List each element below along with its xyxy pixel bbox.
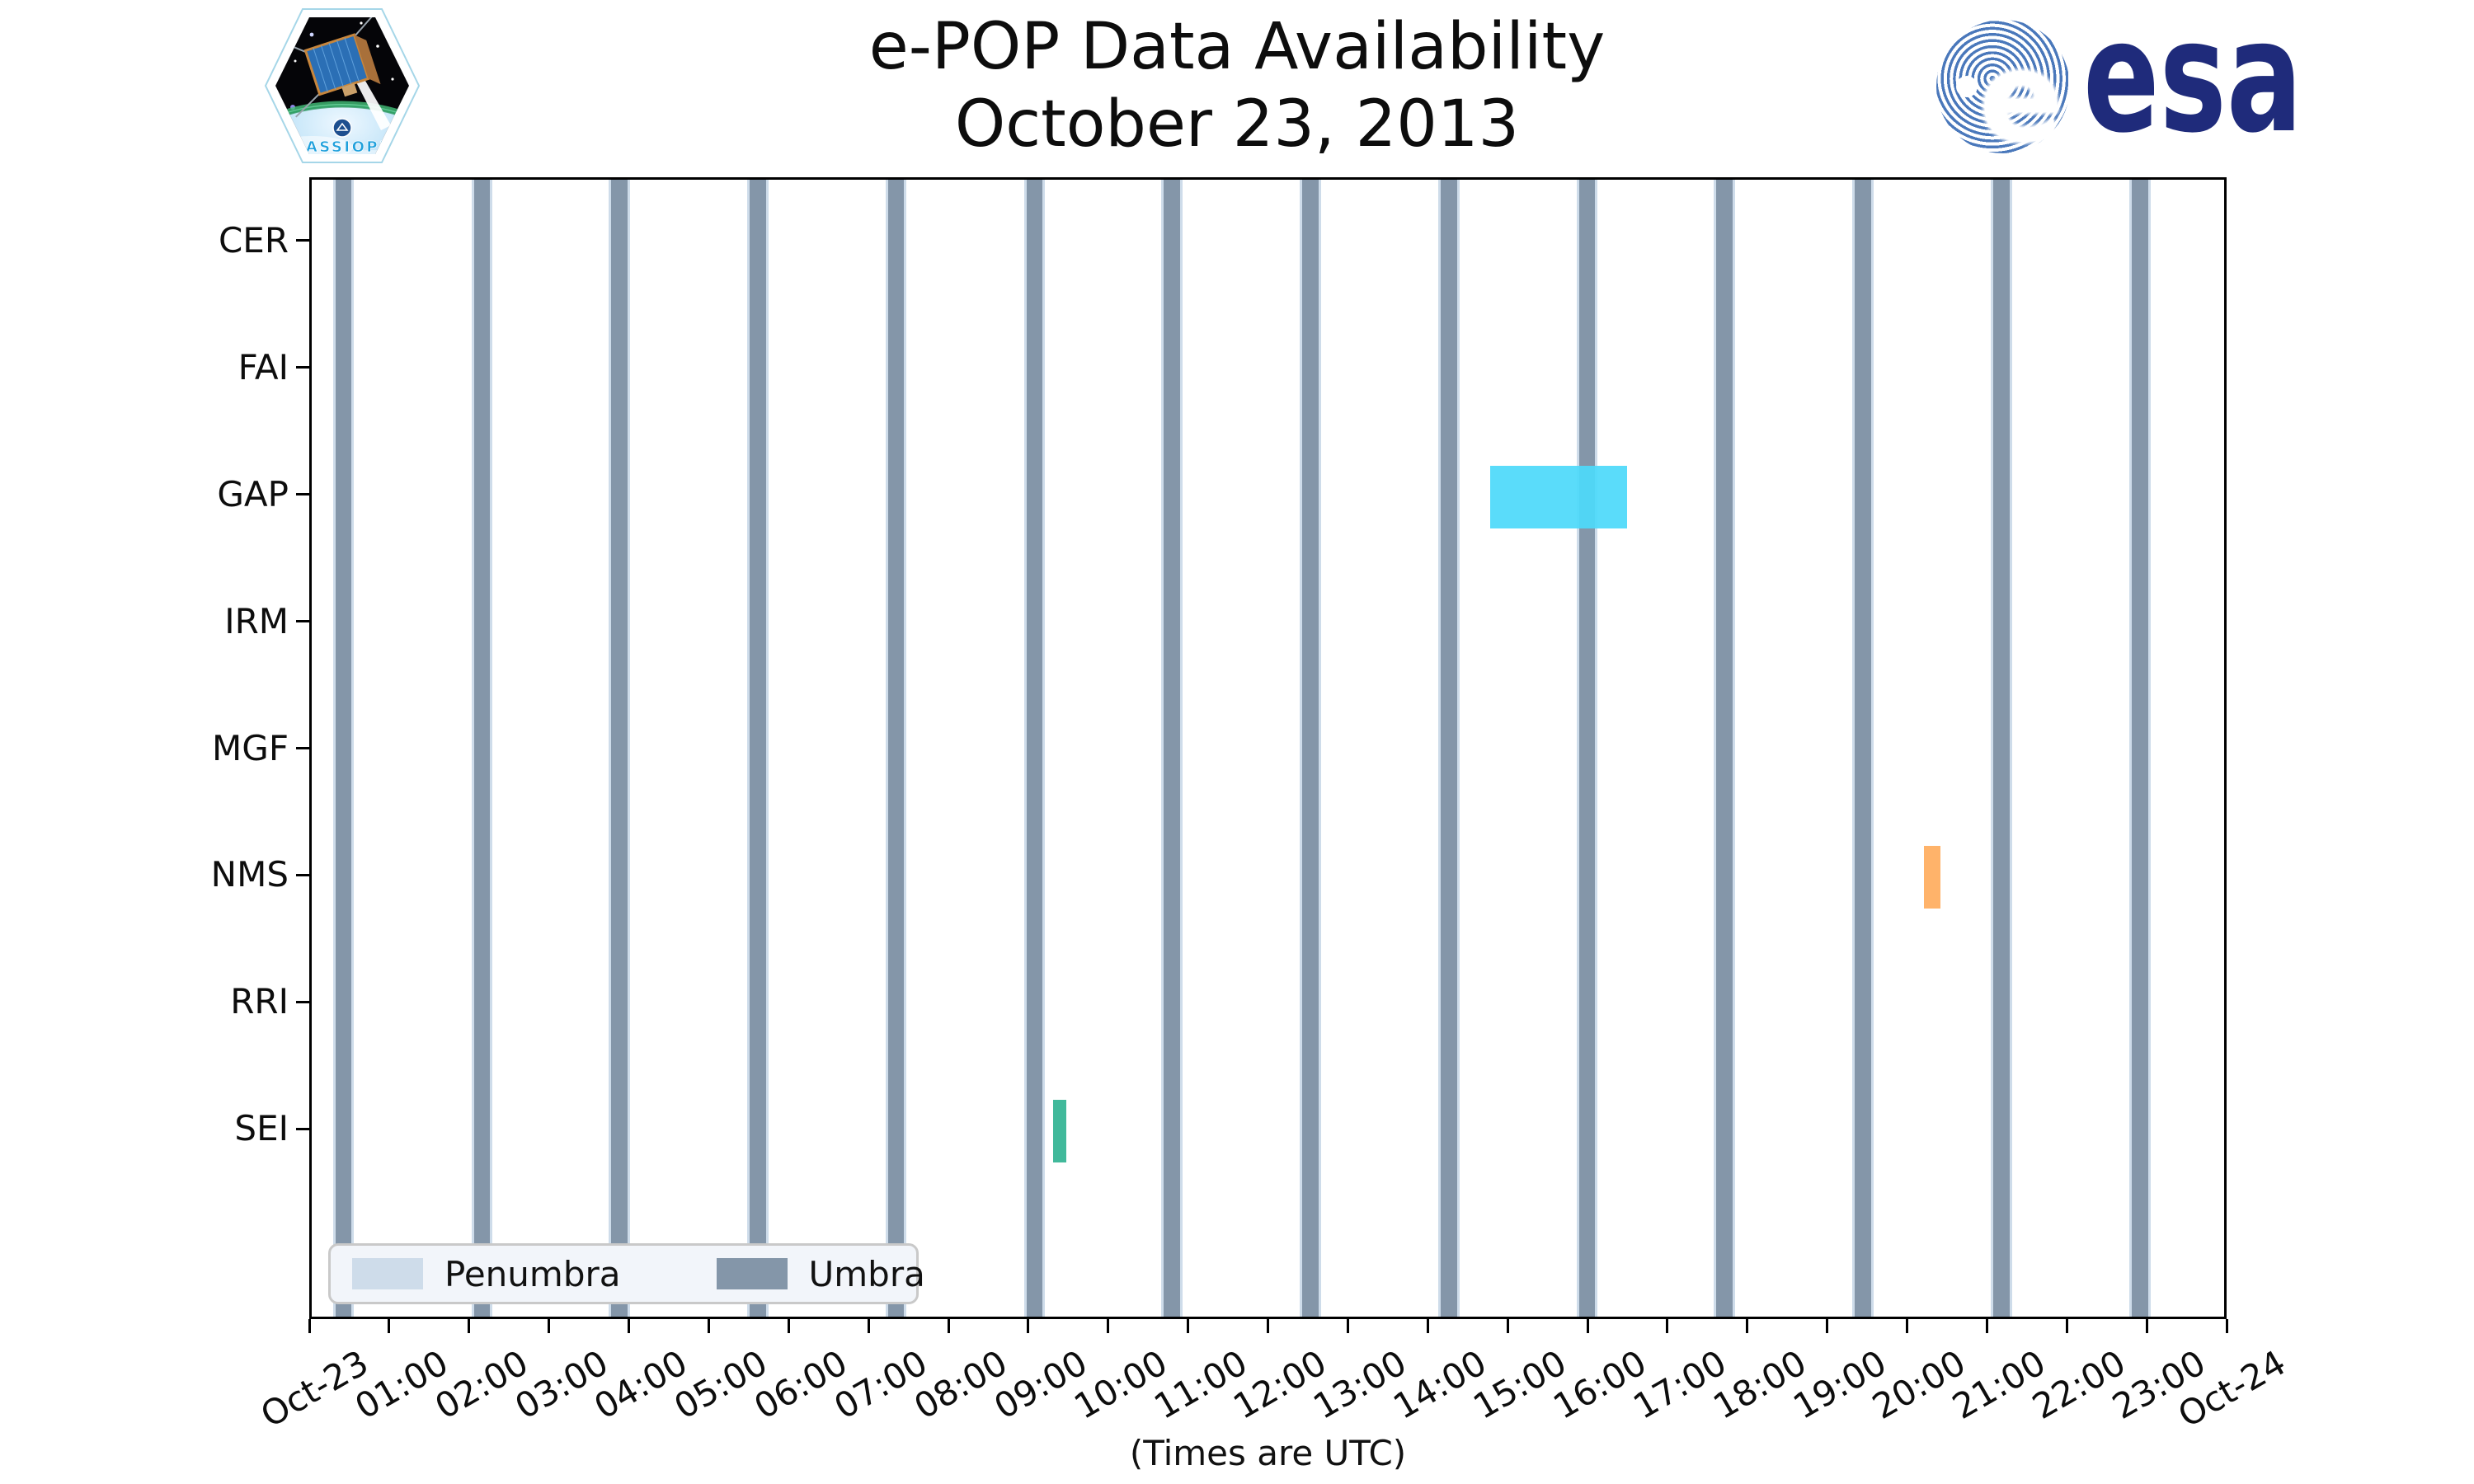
y-tick: [296, 873, 309, 876]
x-tick: [308, 1319, 311, 1333]
x-tick: [1906, 1319, 1908, 1333]
x-tick-label: 17:00: [1626, 1342, 1733, 1427]
x-tick: [388, 1319, 391, 1333]
patch-cassiope-text: CASSIOPE: [293, 139, 392, 156]
x-tick: [1506, 1319, 1509, 1333]
cassiope-mission-patch: CASSIOPE: [264, 8, 421, 163]
x-tick-label: 02:00: [427, 1342, 535, 1427]
x-tick: [1826, 1319, 1829, 1333]
availability-bar-gap: [1489, 465, 1628, 528]
legend-label: Penumbra: [444, 1253, 621, 1294]
umbra-band: [1161, 180, 1183, 1317]
availability-bar-sei: [1053, 1100, 1067, 1163]
x-tick: [1346, 1319, 1349, 1333]
x-tick: [1985, 1319, 1988, 1333]
legend-label: Umbra: [808, 1253, 925, 1294]
x-tick-label: 09:00: [987, 1342, 1094, 1427]
x-tick: [2145, 1319, 2148, 1333]
y-tick: [296, 747, 309, 749]
esa-globe-e: e: [1979, 26, 2063, 170]
umbra-band: [1024, 180, 1046, 1317]
y-tick: [296, 366, 309, 369]
esa-wordmark-text: esa: [2083, 16, 2302, 157]
umbra-band: [471, 180, 493, 1317]
y-tick: [296, 493, 309, 496]
x-tick: [787, 1319, 790, 1333]
legend-item-penumbra: Penumbra: [352, 1254, 621, 1294]
x-tick: [548, 1319, 551, 1333]
x-tick: [2065, 1319, 2068, 1333]
x-tick: [1187, 1319, 1190, 1333]
y-tick-label-irm: IRM: [224, 600, 289, 641]
y-tick-label-cer: CER: [218, 219, 289, 261]
x-tick: [867, 1319, 870, 1333]
umbra-band: [1577, 180, 1598, 1317]
y-tick-label-sei: SEI: [234, 1108, 289, 1149]
x-tick: [1426, 1319, 1429, 1333]
umbra-band: [1714, 180, 1735, 1317]
y-tick: [296, 239, 309, 242]
x-tick-label: 16:00: [1546, 1342, 1653, 1427]
x-tick: [1267, 1319, 1269, 1333]
x-tick: [2225, 1319, 2228, 1333]
y-tick-label-rri: RRI: [230, 981, 289, 1022]
umbra-band: [747, 180, 769, 1317]
umbra-band: [1852, 180, 1874, 1317]
x-tick: [1027, 1319, 1030, 1333]
esa-wordmark: esa: [2083, 16, 2302, 157]
chart-title: e-POP Data Availability: [868, 10, 1606, 84]
x-tick-label: 10:00: [1066, 1342, 1174, 1427]
umbra-band: [609, 180, 630, 1317]
legend: Penumbra Umbra: [328, 1243, 925, 1304]
umbra-band: [1991, 180, 2012, 1317]
y-tick-label-nms: NMS: [210, 854, 289, 895]
availability-bar-nms: [1924, 846, 1940, 909]
y-tick-label-mgf: MGF: [212, 727, 289, 768]
x-tick: [1586, 1319, 1589, 1333]
umbra-band: [886, 180, 907, 1317]
x-tick: [947, 1319, 950, 1333]
legend-swatch-umbra: [716, 1258, 788, 1289]
y-tick-label-gap: GAP: [217, 473, 289, 514]
chart-title-block: e-POP Data Availability October 23, 2013: [0, 8, 2474, 163]
x-tick-label: 01:00: [348, 1342, 455, 1427]
chart-subtitle: October 23, 2013: [954, 87, 1520, 162]
y-tick: [296, 1127, 309, 1130]
umbra-band: [333, 180, 355, 1317]
esa-globe-dot: [1956, 76, 1978, 97]
legend-swatch-penumbra: [352, 1258, 423, 1289]
x-tick: [1666, 1319, 1669, 1333]
y-tick: [296, 620, 309, 623]
x-tick-label: 18:00: [1705, 1342, 1813, 1427]
y-tick-label-fai: FAI: [238, 346, 289, 387]
umbra-band: [1300, 180, 1321, 1317]
x-tick: [628, 1319, 630, 1333]
chart-plot-area: Penumbra Umbra: [309, 177, 2227, 1319]
x-tick: [1107, 1319, 1110, 1333]
umbra-band: [1438, 180, 1460, 1317]
x-tick: [468, 1319, 471, 1333]
x-tick: [1746, 1319, 1749, 1333]
legend-item-umbra: Umbra: [716, 1253, 925, 1294]
esa-logo: e esa: [1936, 16, 2322, 170]
umbra-band: [2129, 180, 2151, 1317]
x-tick: [707, 1319, 710, 1333]
esa-globe-icon: e: [1936, 20, 2070, 170]
y-tick: [296, 1000, 309, 1003]
x-tick-label: 08:00: [907, 1342, 1014, 1427]
x-axis-note: (Times are UTC): [1129, 1433, 1407, 1473]
